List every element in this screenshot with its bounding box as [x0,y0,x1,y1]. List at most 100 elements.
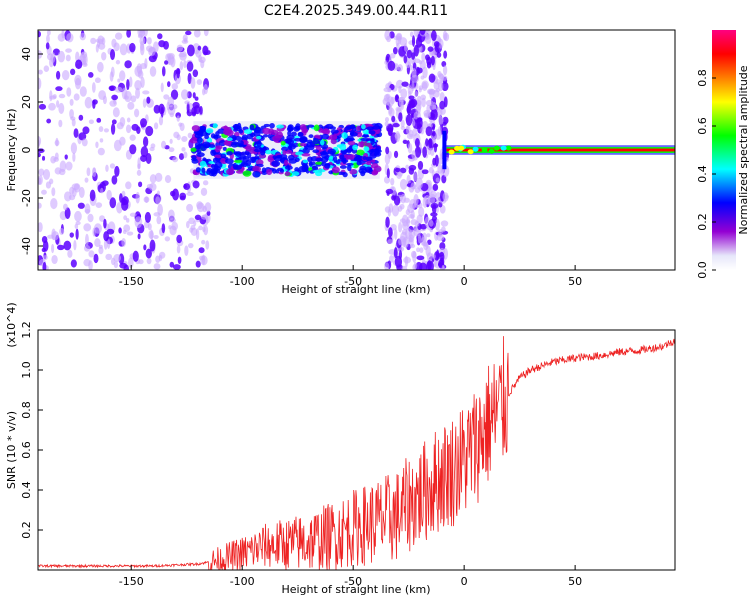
noise-blob [411,52,416,60]
band-blob [299,135,308,143]
noise-blob [167,81,171,88]
band-blob [255,159,264,166]
noise-blob [64,154,68,160]
noise-blob [411,68,417,78]
noise-blob [119,262,128,269]
noise-blob [118,227,122,234]
noise-blob [411,81,415,92]
band-blob [307,156,313,163]
noise-blob [429,104,437,110]
noise-blob [135,87,141,99]
noise-blob [98,244,103,249]
noise-blob [38,222,43,233]
noise-blob [58,119,63,128]
tone-blob [467,149,474,155]
noise-blob [136,169,142,176]
band-blob [366,126,375,131]
band-blob [271,160,281,167]
noise-blob [401,81,409,87]
band-blob [242,170,252,177]
band-blob [328,134,338,141]
noise-blob [394,132,401,139]
band-blob [249,124,255,131]
band-blob [260,149,266,156]
noise-blob [408,95,415,100]
noise-blob [97,147,105,156]
band-blob [234,135,242,141]
noise-blob [169,225,177,236]
noise-blob [46,118,52,124]
noise-blob [420,94,427,101]
noise-blob [95,202,103,209]
band-blob [356,149,365,156]
noise-blob [103,239,108,250]
noise-blob [78,132,87,141]
band-blob [371,170,378,175]
noise-blob [384,206,391,213]
band-blob [230,141,239,148]
noise-blob [75,228,79,240]
noise-blob [126,30,132,38]
noise-blob [94,77,101,84]
spectrogram-y-label: Frequency (Hz) [5,109,18,192]
noise-blob [405,60,411,69]
noise-blob [148,230,154,240]
noise-blob [96,117,102,123]
noise-blob [101,51,107,61]
noise-blob [425,245,431,257]
noise-blob [139,118,148,128]
noise-blob [385,93,391,99]
spectrogram-x-label: Height of straight line (km) [281,283,430,296]
band-blob [253,130,261,137]
noise-blob [397,64,403,72]
noise-blob [411,35,416,47]
band-blob [272,155,277,159]
noise-blob [176,68,180,79]
noise-blob [391,195,396,201]
noise-blob [138,259,144,265]
noise-blob [161,66,166,77]
band-blob [212,157,219,163]
x-tick-label: -50 [344,275,362,288]
noise-blob [62,203,68,211]
noise-blob [79,86,87,97]
band-blob [256,140,262,147]
noise-blob [105,164,109,172]
noise-blob [391,204,400,217]
noise-blob [406,125,411,135]
noise-blob [401,265,408,270]
noise-blob [129,144,137,155]
noise-blob [41,236,48,244]
noise-blob [43,169,51,180]
noise-blob [38,69,43,75]
band-blob [201,167,206,174]
noise-blob [48,102,56,111]
noise-blob [154,172,163,183]
noise-blob [441,264,445,270]
noise-blob [437,163,443,174]
noise-blob [407,142,413,154]
noise-blob [400,88,408,99]
noise-blob [153,122,159,130]
band-blob [265,149,272,155]
band-blob [224,158,234,164]
noise-blob [135,191,140,204]
band-blob [346,147,352,154]
noise-blob [385,216,390,228]
noise-blob [431,130,436,137]
noise-blob [194,96,199,101]
noise-blob [197,45,202,51]
noise-blob [159,251,166,259]
noise-blob [150,143,156,149]
noise-blob [176,234,183,244]
noise-blob [403,256,411,264]
noise-blob [142,90,150,95]
noise-blob [422,120,428,130]
noise-blob [163,40,169,50]
noise-blob [73,240,77,251]
noise-blob [78,186,85,198]
noise-blob [164,175,172,184]
band-blob [287,124,294,132]
noise-blob [103,128,110,133]
band-blob [349,169,358,175]
